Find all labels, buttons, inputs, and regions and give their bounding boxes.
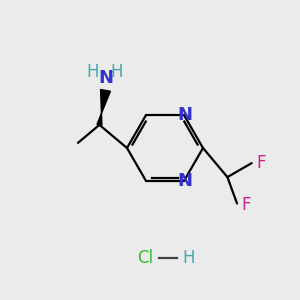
Text: N: N xyxy=(98,69,113,87)
Text: F: F xyxy=(241,196,251,214)
Text: H: H xyxy=(86,63,99,81)
Polygon shape xyxy=(97,89,110,125)
Text: H: H xyxy=(183,249,195,267)
Text: H: H xyxy=(110,63,123,81)
Text: N: N xyxy=(178,106,193,124)
Text: Cl: Cl xyxy=(137,249,153,267)
Text: F: F xyxy=(256,154,266,172)
Text: N: N xyxy=(178,172,193,190)
